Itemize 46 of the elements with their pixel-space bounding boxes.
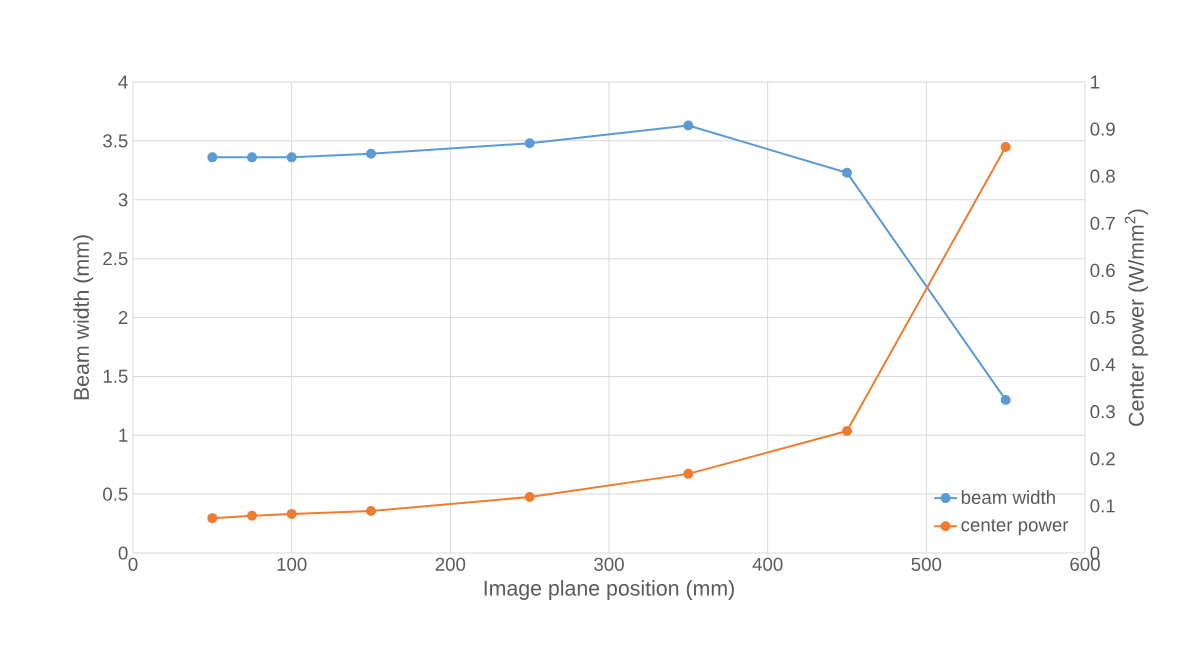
point [247,510,258,521]
y2-axis-title: Center power (W/mm$^{2}$) [1124,209,1149,426]
y-tick-label: 1 [119,428,128,442]
y-tick-label: 0.5 [103,487,128,501]
y-tick-label: 3 [118,193,128,207]
point [1000,394,1011,405]
legend-label: center power [961,519,1069,536]
y-tick-label: 3.5 [103,134,128,148]
y2-tick-label: 0.4 [1090,357,1116,372]
point [207,152,218,163]
point [247,152,258,163]
point [524,491,535,502]
x-axis-title: Image plane position (mm) [484,580,734,600]
point [1000,142,1011,152]
y2-tick-label: 1 [1091,75,1100,89]
y-tick-label: 1.5 [103,369,128,383]
x-tick-label: 200 [435,557,466,571]
point [366,506,377,517]
point [683,468,694,479]
y2-tick-label: 0.1 [1090,499,1115,513]
y-tick-label: 2 [118,310,128,325]
legend-label: beam width [961,490,1055,505]
x-tick-label: 500 [911,557,942,571]
point [286,508,297,519]
x-tick-label: 100 [277,557,307,571]
point [286,152,297,163]
point [842,167,852,178]
point [524,138,535,149]
x-tick-label: 400 [752,557,783,571]
y2-tick-label: 0.5 [1090,310,1115,325]
y-axis-title: Beam width (mm) [73,235,94,400]
y2-tick-label: 0.3 [1090,405,1115,419]
x-tick-label: 0 [128,557,138,571]
y2-tick-label: 0.2 [1090,452,1115,466]
y2-tick-label: 0.9 [1090,122,1115,136]
y-tick-label: 2.5 [103,252,128,266]
point [207,513,218,524]
y2-tick-label: 0.7 [1090,216,1115,230]
y2-tick-label: 0.8 [1090,169,1115,183]
x-tick-label: 300 [594,557,624,571]
y-tick-label: 0 [118,546,128,560]
y-tick-label: 4 [118,75,128,89]
point [366,148,376,159]
point [842,426,853,437]
y2-tick-label: 0.6 [1090,263,1115,278]
point [683,120,694,131]
